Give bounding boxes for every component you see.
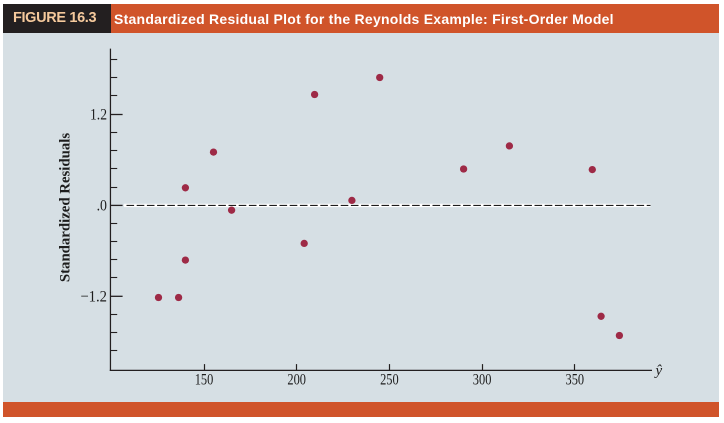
svg-text:Standardized Residuals: Standardized Residuals <box>58 133 74 282</box>
svg-text:200: 200 <box>287 372 306 389</box>
svg-text:1.2: 1.2 <box>90 107 107 124</box>
svg-text:300: 300 <box>473 372 492 389</box>
svg-text:−1.2: −1.2 <box>80 289 107 306</box>
svg-text:250: 250 <box>380 372 399 389</box>
svg-text:ŷ: ŷ <box>654 363 663 379</box>
svg-text:.0: .0 <box>97 198 107 215</box>
svg-text:350: 350 <box>566 372 585 389</box>
svg-text:150: 150 <box>195 372 214 389</box>
